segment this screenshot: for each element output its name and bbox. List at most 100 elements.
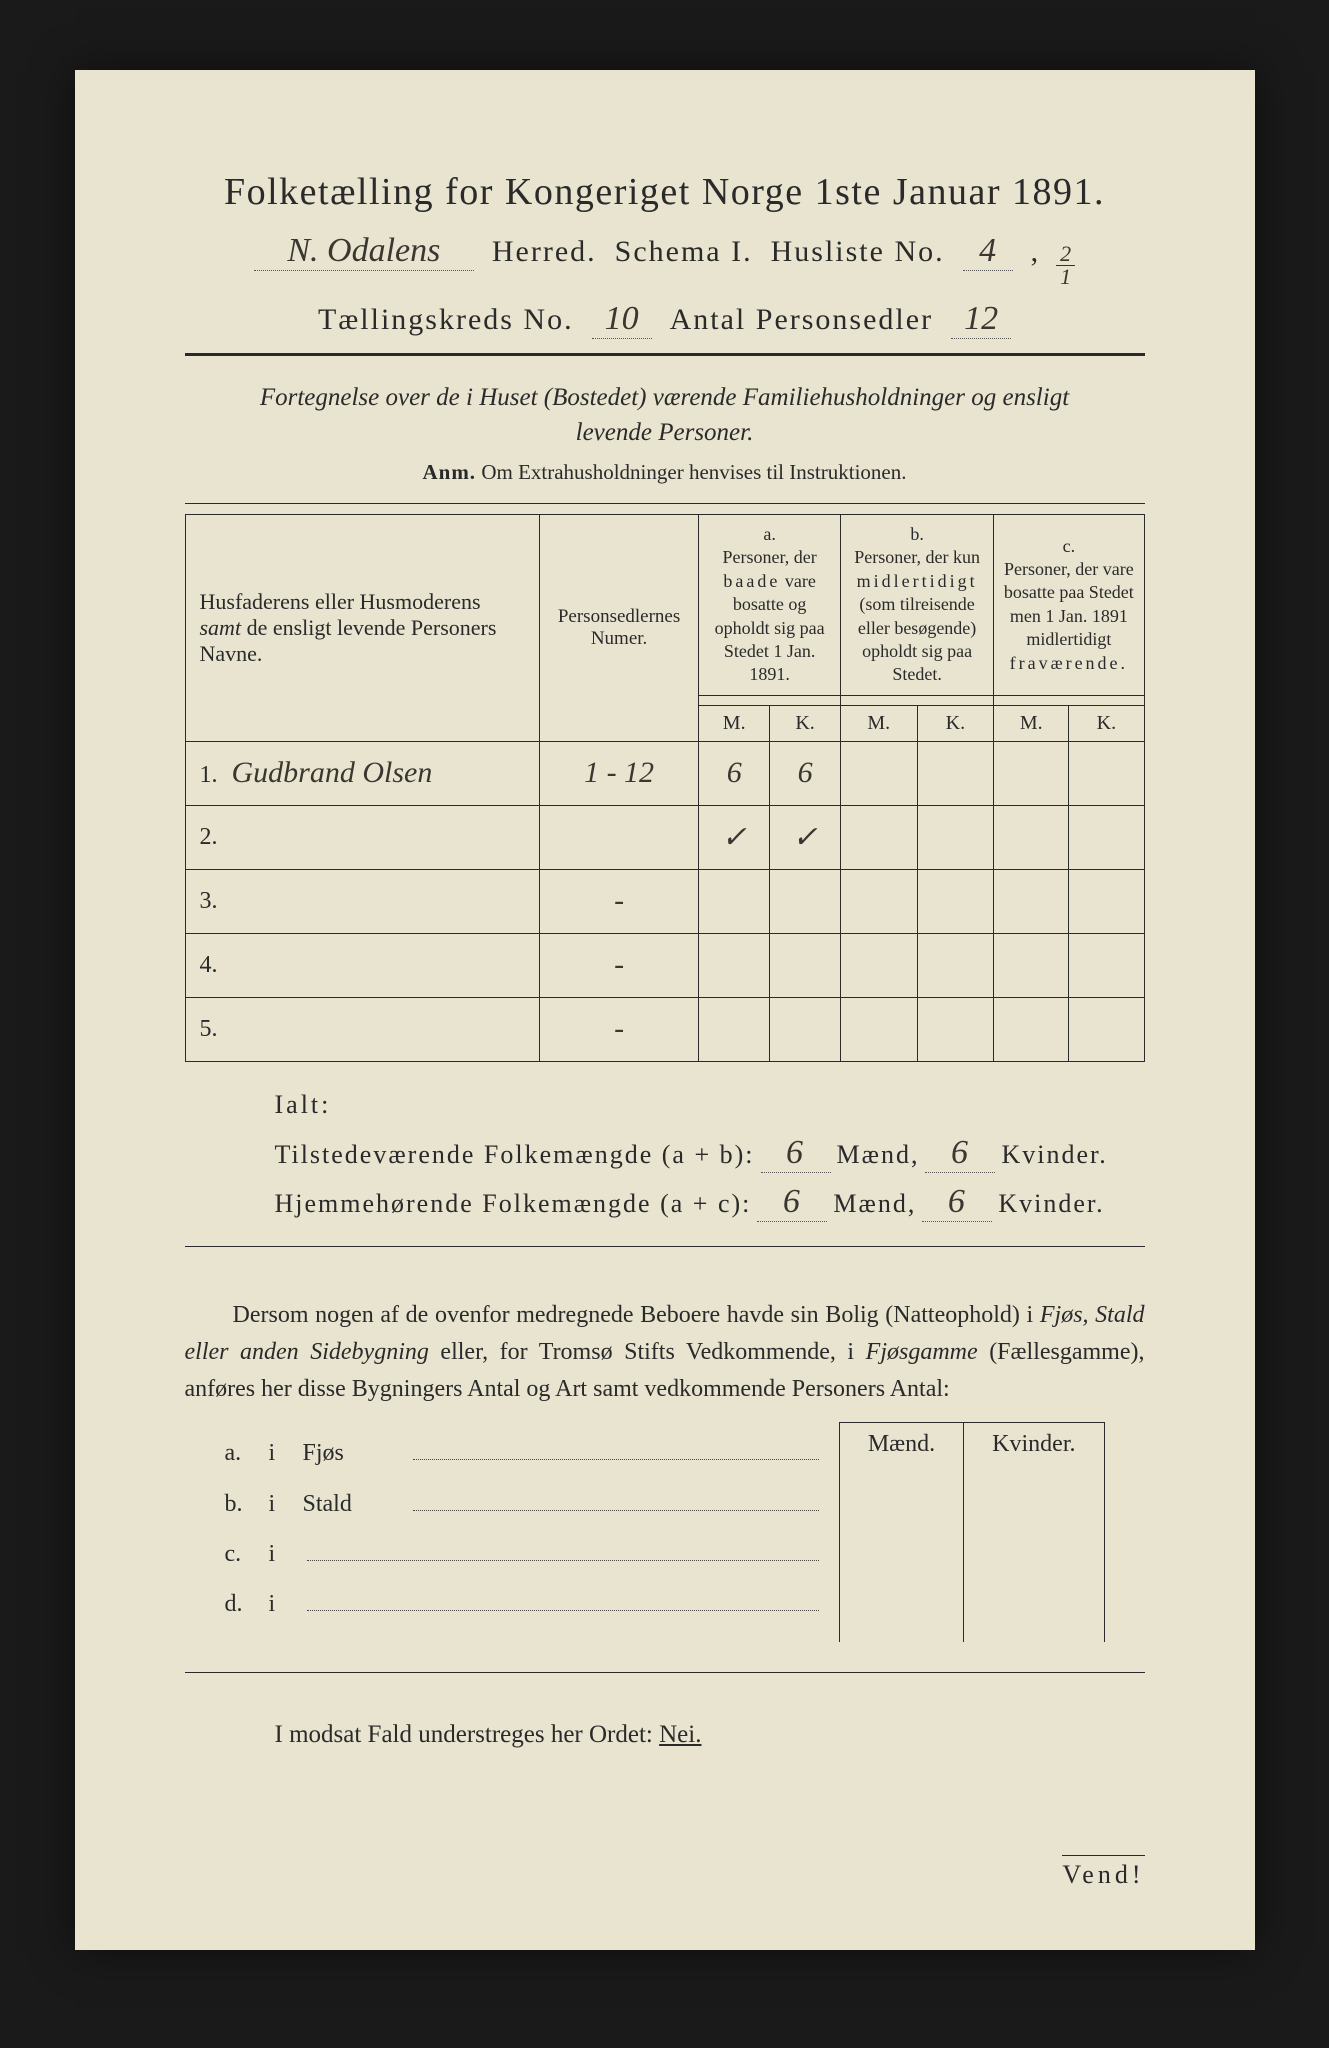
mk-cell xyxy=(839,1554,963,1598)
cell-b-k xyxy=(917,805,994,869)
fraction-denominator: 1 xyxy=(1060,266,1071,288)
ialt-row2-label: Hjemmehørende Folkemængde (a + c): xyxy=(275,1189,752,1219)
row-personseddel: - xyxy=(539,997,698,1061)
col-a-label: a. xyxy=(705,523,834,546)
kreds-value: 10 xyxy=(592,300,652,339)
cell-a-m: ✓ xyxy=(699,805,770,869)
cell-b-m xyxy=(841,869,918,933)
cell-a-m: 6 xyxy=(699,741,770,805)
anm-text: Om Extrahusholdninger henvises til Instr… xyxy=(481,460,906,484)
col-a-header: a. Personer, der baade vare bosatte og o… xyxy=(699,515,841,696)
abcd-a-word: Fjøs xyxy=(303,1428,393,1478)
row-num: 1. xyxy=(200,762,218,788)
col-a-k: K. xyxy=(770,705,841,741)
abcd-c-i: i xyxy=(269,1529,287,1579)
ialt-title: Ialt: xyxy=(275,1090,1145,1120)
cell-b-m xyxy=(841,805,918,869)
mk-k-header: Kvinder. xyxy=(964,1423,1104,1467)
cell-c-k xyxy=(1069,741,1144,805)
col-num-header: Personsedlernes Numer. xyxy=(539,515,698,742)
col-c-label: c. xyxy=(1000,535,1137,558)
cell-a-k: ✓ xyxy=(770,805,841,869)
nei-pre: I modsat Fald understreges her Ordet: xyxy=(275,1721,653,1748)
ialt-row1-k: 6 xyxy=(925,1134,995,1173)
nei-line: I modsat Fald understreges her Ordet: Ne… xyxy=(275,1721,1145,1749)
abcd-row-c: c. i xyxy=(225,1529,819,1579)
cell-c-k xyxy=(1069,997,1144,1061)
row-name-cell: 3. xyxy=(185,869,539,933)
col-b-label: b. xyxy=(847,523,987,546)
row-personseddel: - xyxy=(539,869,698,933)
rule-2 xyxy=(185,503,1145,504)
col-c-text: Personer, der vare bosatte paa Stedet me… xyxy=(1000,558,1137,675)
cell-a-k xyxy=(770,869,841,933)
abcd-b-i: i xyxy=(269,1479,287,1529)
table-row: 5. - xyxy=(185,997,1144,1061)
page-title: Folketælling for Kongeriget Norge 1ste J… xyxy=(185,170,1145,214)
subtitle: Fortegnelse over de i Huset (Bostedet) v… xyxy=(185,380,1145,450)
cell-b-k xyxy=(917,741,994,805)
row-name-cell: 2. xyxy=(185,805,539,869)
husliste-fraction: 2 1 xyxy=(1056,243,1075,288)
paragraph: Dersom nogen af de ovenfor medregnede Be… xyxy=(185,1297,1145,1409)
ialt-row2-k: 6 xyxy=(922,1183,992,1222)
cell-b-m xyxy=(841,933,918,997)
mk-cell xyxy=(839,1466,963,1510)
anm-line: Anm. Om Extrahusholdninger henvises til … xyxy=(185,460,1145,485)
row-personseddel xyxy=(539,805,698,869)
abcd-row-b: b. i Stald xyxy=(225,1479,819,1529)
cell-a-m xyxy=(699,869,770,933)
subtitle-line-1: Fortegnelse over de i Huset (Bostedet) v… xyxy=(260,384,1069,411)
anm-label: Anm. xyxy=(422,460,476,484)
husliste-fraction-sep: , xyxy=(1031,235,1039,269)
nei-word: Nei. xyxy=(659,1721,701,1748)
ialt-row1-m: 6 xyxy=(761,1134,831,1173)
husliste-value: 4 xyxy=(963,232,1013,271)
herred-value: N. Odalens xyxy=(254,232,474,271)
mk-cell xyxy=(839,1598,963,1642)
col-b-k: K. xyxy=(917,705,994,741)
antal-label: Antal Personsedler xyxy=(670,303,933,337)
abcd-row-d: d. i xyxy=(225,1579,819,1629)
mk-table: Mænd.Kvinder. xyxy=(839,1422,1105,1642)
antal-value: 12 xyxy=(951,300,1011,339)
table-row: 4. - xyxy=(185,933,1144,997)
rule-3 xyxy=(185,1246,1145,1247)
col-c-m: M. xyxy=(994,705,1069,741)
cell-c-k xyxy=(1069,933,1144,997)
subtitle-line-2: levende Personer. xyxy=(576,419,754,446)
cell-c-m xyxy=(994,933,1069,997)
vend-label: Vend! xyxy=(1062,1855,1144,1890)
ialt-row1-label: Tilstedeværende Folkemængde (a + b): xyxy=(275,1140,755,1170)
herred-label: Herred. xyxy=(492,235,597,269)
row-name-cell: 1. Gudbrand Olsen xyxy=(185,741,539,805)
cell-a-m xyxy=(699,997,770,1061)
row-name-cell: 4. xyxy=(185,933,539,997)
ialt-row2-m: 6 xyxy=(757,1183,827,1222)
table-row: 2. ✓ ✓ xyxy=(185,805,1144,869)
cell-c-k xyxy=(1069,805,1144,869)
col-b-text: Personer, der kun midlertidigt (som tilr… xyxy=(847,546,987,686)
header-line-2: N. Odalens Herred. Schema I. Husliste No… xyxy=(185,232,1145,288)
dots xyxy=(307,1592,819,1611)
abcd-d-i: i xyxy=(269,1579,287,1629)
mk-cell xyxy=(839,1510,963,1554)
abcd-a-label: a. xyxy=(225,1428,253,1478)
schema-label: Schema I. xyxy=(615,235,753,269)
row-name: Gudbrand Olsen xyxy=(224,756,433,789)
rule-4 xyxy=(185,1672,1145,1673)
abcd-list: a. i Fjøs b. i Stald c. i d. i xyxy=(225,1428,819,1630)
cell-c-m xyxy=(994,805,1069,869)
row-personseddel: - xyxy=(539,933,698,997)
table-head: Husfaderens eller Husmoderens samt de en… xyxy=(185,515,1144,742)
table-body: 1. Gudbrand Olsen 1 - 12 6 6 2. ✓ ✓ xyxy=(185,741,1144,1061)
abcd-d-label: d. xyxy=(225,1579,253,1629)
col-a-m: M. xyxy=(699,705,770,741)
abcd-b-label: b. xyxy=(225,1479,253,1529)
cell-a-m xyxy=(699,933,770,997)
cell-c-k xyxy=(1069,869,1144,933)
table-row: 3. - xyxy=(185,869,1144,933)
abcd-a-i: i xyxy=(269,1428,287,1478)
col-b-header: b. Personer, der kun midlertidigt (som t… xyxy=(841,515,994,696)
husliste-label: Husliste No. xyxy=(771,235,945,269)
